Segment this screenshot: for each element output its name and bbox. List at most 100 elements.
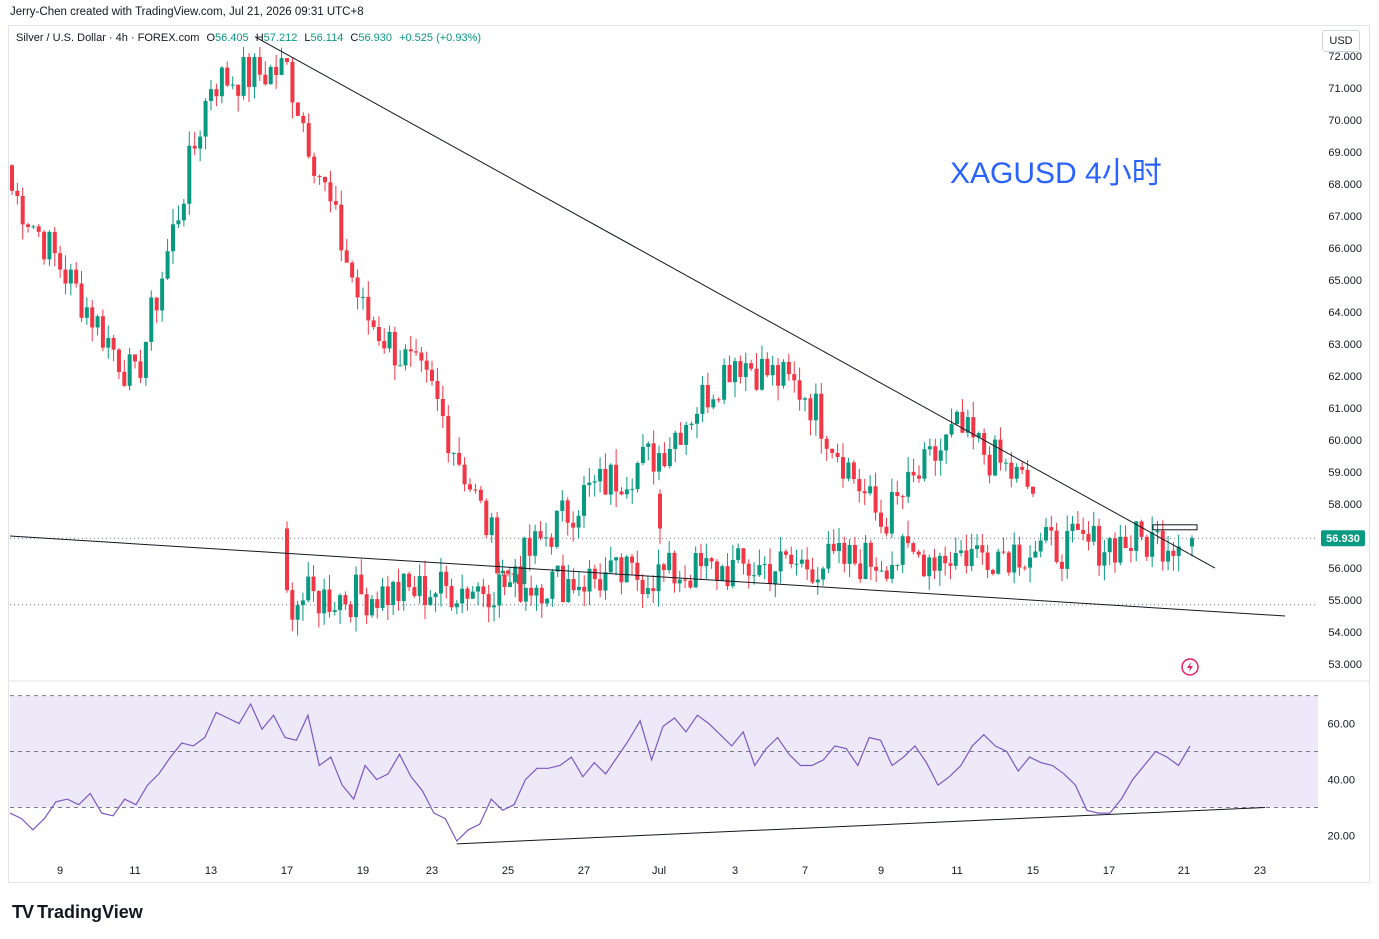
candle-body [619, 557, 624, 583]
candle-body [544, 537, 548, 539]
candle-body [699, 553, 703, 567]
rsi-band [10, 695, 1318, 808]
candle-body [52, 231, 57, 254]
candle-body [1155, 530, 1160, 533]
candle-body [1006, 552, 1011, 573]
price-tick-label: 68.000 [1328, 179, 1362, 191]
candle-body [481, 586, 486, 595]
candle-body [338, 595, 343, 611]
price-tick-label: 61.000 [1328, 403, 1362, 415]
candle-body [576, 586, 581, 591]
candle-body [10, 165, 14, 191]
candle-body [993, 439, 997, 476]
open-label: O [206, 32, 215, 44]
candle-body [770, 365, 775, 376]
candle-body [948, 563, 953, 566]
candle-body [236, 84, 241, 96]
candle-body [640, 446, 645, 464]
candle-body [198, 136, 203, 149]
candle-body [592, 568, 597, 580]
time-tick-label: 13 [205, 865, 217, 877]
candle-body [446, 416, 451, 454]
candle-body [36, 226, 41, 232]
candle-body [506, 570, 510, 574]
candle-body [846, 462, 851, 479]
candle-body [971, 417, 976, 438]
candle-body [486, 594, 491, 608]
candle-body [868, 542, 873, 567]
candle-body [225, 67, 230, 86]
price-tick-label: 69.000 [1328, 147, 1362, 159]
candle-body [497, 574, 502, 606]
candle-body [350, 262, 355, 278]
candle-body [433, 593, 438, 598]
candle-body [759, 358, 764, 390]
price-tick-label: 65.000 [1328, 275, 1362, 287]
candle-body [624, 556, 629, 583]
candle-body [906, 536, 910, 544]
rsi-tick-label: 60.00 [1327, 719, 1355, 731]
price-tick-label: 55.000 [1328, 595, 1362, 607]
candle-body [366, 296, 371, 321]
candle-body [122, 371, 127, 386]
candle-body [614, 464, 619, 492]
tradingview-logo[interactable]: TV TradingView [12, 902, 143, 923]
candle-body [534, 587, 539, 596]
candle-body [969, 548, 974, 566]
candle-body [810, 569, 815, 583]
candle-body [582, 485, 586, 516]
candle-body [306, 123, 311, 157]
candle-body [549, 537, 554, 547]
candle-body [635, 463, 640, 490]
candle-body [507, 582, 512, 587]
candle-body [821, 568, 826, 580]
candle-body [709, 558, 714, 562]
candle-body [1128, 548, 1133, 551]
candle-body [847, 544, 852, 564]
candle-body [1025, 469, 1030, 487]
candle-body [900, 536, 905, 565]
candle-body [1190, 538, 1194, 547]
candle-body [359, 574, 364, 595]
candle-body [651, 588, 656, 592]
candle-body [209, 89, 213, 101]
candle-body [932, 557, 937, 571]
candle-body [327, 589, 332, 612]
candle-body [797, 380, 802, 400]
candle-body [171, 224, 175, 252]
candle-body [678, 432, 683, 445]
candle-body [332, 610, 337, 612]
candle-body [603, 468, 608, 495]
candle-body [1134, 521, 1139, 551]
candle-body [1176, 546, 1181, 556]
candle-body [975, 545, 979, 549]
candle-body [704, 558, 709, 567]
candle-body [749, 363, 754, 369]
price-tick-label: 66.000 [1328, 243, 1362, 255]
candle-body [500, 570, 505, 574]
candle-body [555, 565, 560, 572]
candle-body [138, 361, 143, 378]
candle-body [677, 579, 682, 584]
chart-frame [8, 25, 1370, 883]
candle-body [768, 564, 772, 584]
candle-body [149, 297, 154, 342]
candle-body [419, 352, 424, 361]
candle-body [279, 58, 284, 76]
candle-body [1107, 538, 1112, 553]
candle-body [794, 563, 799, 565]
candle-body [290, 61, 295, 103]
candle-body [1070, 523, 1075, 531]
alert-icon[interactable] [1181, 658, 1199, 676]
price-tick-label: 71.000 [1328, 83, 1362, 95]
currency-button[interactable]: USD [1322, 30, 1360, 52]
candle-body [868, 486, 873, 494]
candle-body [1075, 523, 1080, 530]
candle-body [754, 368, 759, 390]
candle-body [598, 579, 603, 591]
candle-body [673, 432, 678, 449]
rsi-trendline [456, 806, 1266, 845]
candle-body [960, 411, 965, 433]
candle-body [344, 250, 349, 263]
